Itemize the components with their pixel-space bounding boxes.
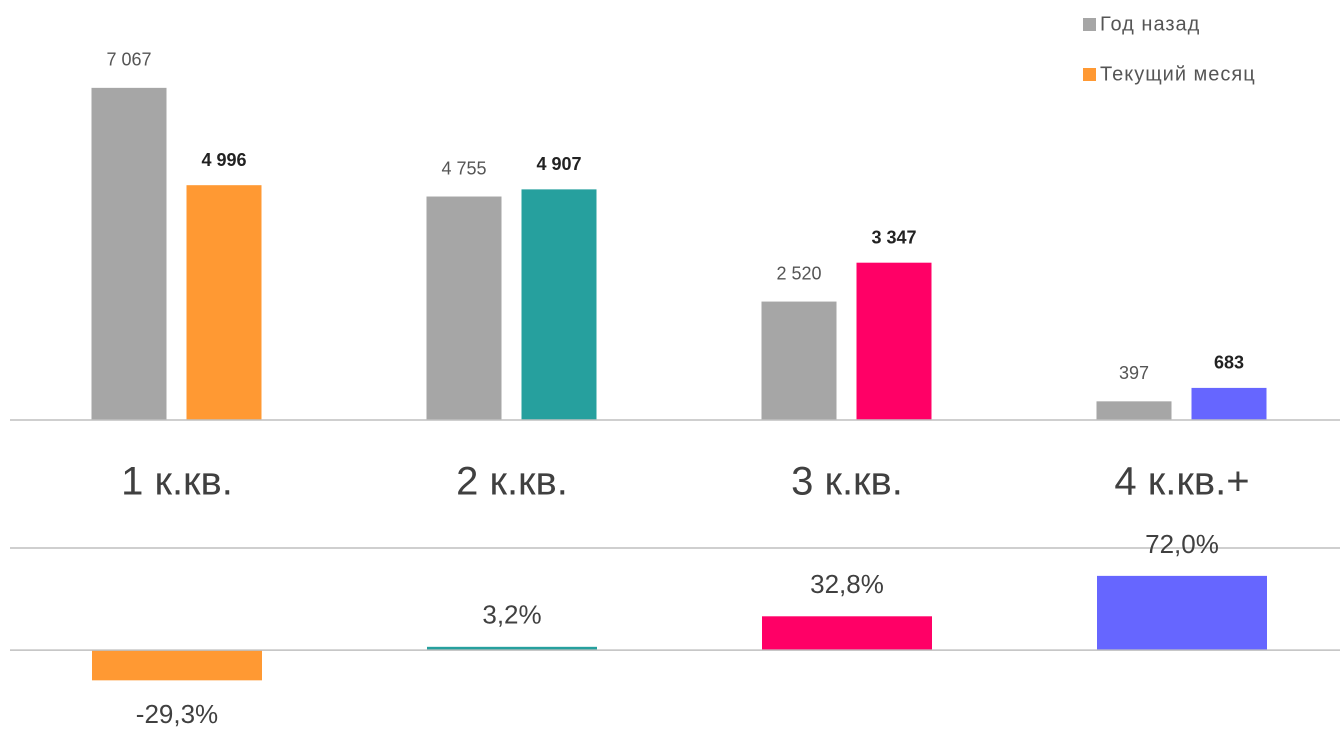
- bar: [427, 646, 597, 651]
- bar: [91, 87, 167, 420]
- data-label: 4 996: [201, 150, 246, 170]
- bar: [92, 650, 262, 681]
- data-label: 3 347: [871, 227, 916, 247]
- legend-swatch: [1083, 18, 1096, 31]
- x-tick-label: 1 к.кв.: [121, 460, 233, 504]
- data-label: 7 067: [106, 50, 151, 70]
- legend-swatch: [1083, 68, 1096, 81]
- data-label: 683: [1214, 353, 1244, 373]
- bar: [856, 262, 932, 420]
- x-tick-label: 2 к.кв.: [456, 460, 568, 504]
- data-label: 4 907: [536, 154, 581, 174]
- bar: [426, 196, 502, 420]
- bar: [521, 189, 597, 420]
- data-label: 72,0%: [1145, 529, 1219, 559]
- bar: [1097, 575, 1267, 651]
- data-label: 3,2%: [482, 600, 541, 630]
- legend-label: Год назад: [1100, 13, 1200, 35]
- bar: [761, 301, 837, 420]
- data-label: -29,3%: [136, 699, 218, 729]
- legend-label: Текущий месяц: [1100, 63, 1256, 85]
- data-label: 397: [1119, 363, 1149, 383]
- bar: [762, 616, 932, 651]
- x-tick-label: 3 к.кв.: [791, 460, 903, 504]
- bar: [186, 185, 262, 420]
- bar: [1096, 401, 1172, 420]
- x-tick-label: 4 к.кв.+: [1114, 460, 1249, 504]
- data-label: 4 755: [441, 158, 486, 178]
- data-label: 32,8%: [810, 569, 884, 599]
- data-label: 2 520: [776, 263, 821, 283]
- bar: [1191, 387, 1267, 420]
